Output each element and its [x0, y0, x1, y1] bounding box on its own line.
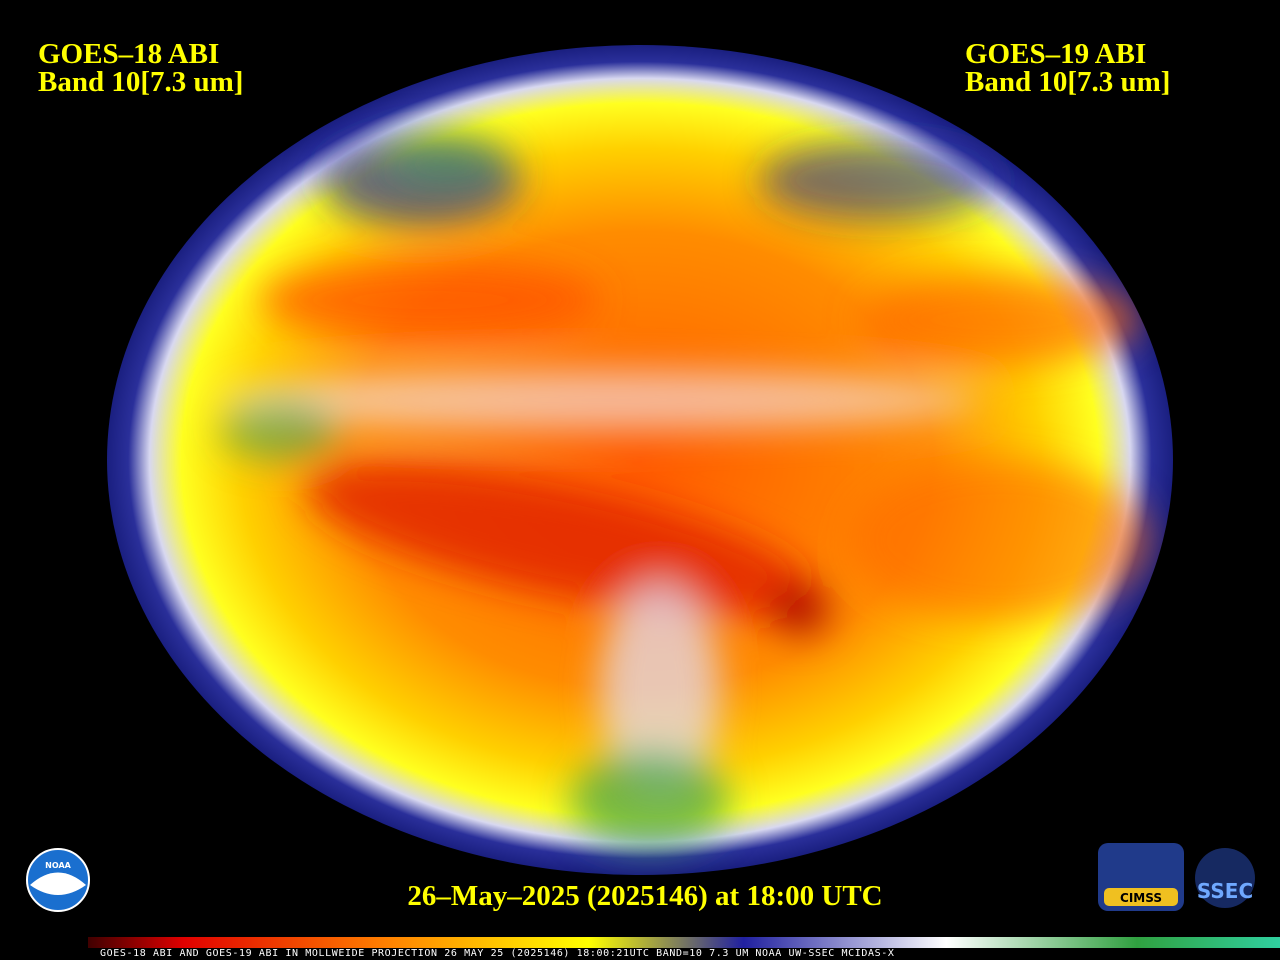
footer: GOES-18 ABI AND GOES-19 ABI IN MOLLWEIDE…	[100, 948, 894, 959]
left-band: Band 10[7.3 um]	[38, 66, 243, 98]
right-satellite: GOES–19 ABI	[965, 38, 1146, 70]
ssec-text: SSEC	[1197, 879, 1253, 903]
noaa-logo: NOAA	[26, 848, 90, 912]
timestamp: 26–May–2025 (2025146) at 18:00 UTC	[407, 880, 882, 912]
cimss-text: CIMSS	[1120, 891, 1162, 905]
noaa-text: NOAA	[45, 861, 71, 870]
right-band: Band 10[7.3 um]	[965, 66, 1170, 98]
left-satellite: GOES–18 ABI	[38, 38, 219, 70]
cimss-logo: CIMSS	[1098, 843, 1184, 911]
earth-disk	[107, 45, 1173, 875]
color-bar	[88, 937, 1280, 948]
moisture-features	[220, 135, 1150, 850]
ssec-logo: SSEC	[1195, 848, 1255, 908]
